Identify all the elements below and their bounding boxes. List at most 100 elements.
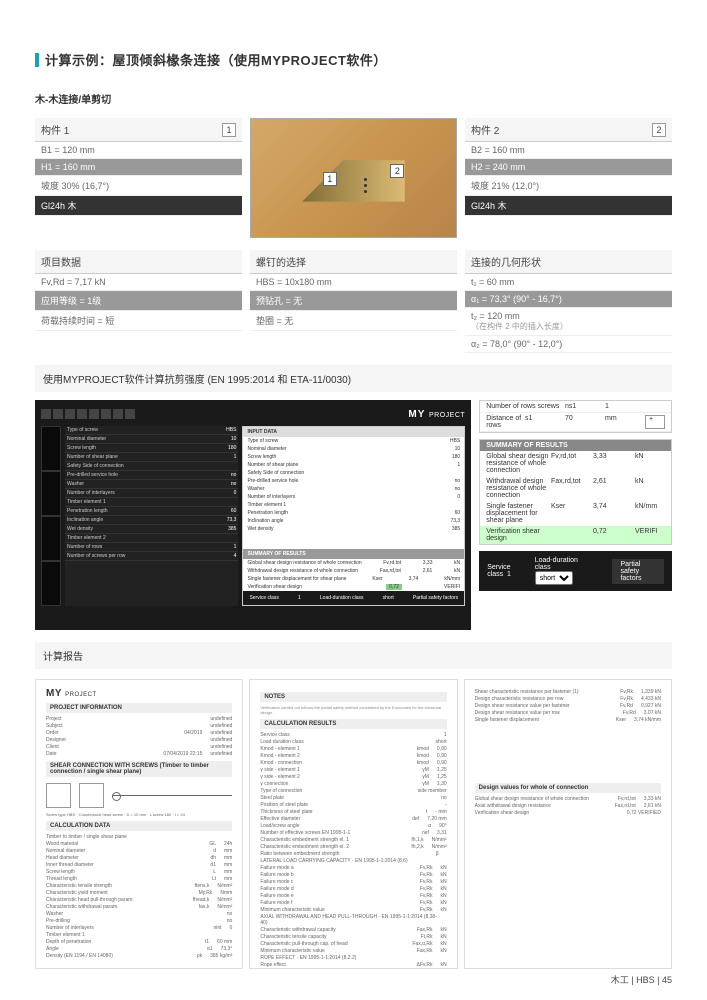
screw-header: 螺钉的选择: [250, 250, 457, 274]
geometry-header: 连接的几何形状: [465, 250, 672, 274]
report-row: Service class1: [260, 731, 446, 738]
report-row: Failure mode eFv,RkkN: [260, 892, 446, 899]
data-row: α₂ = 78,0° (90° - 12,0°): [465, 336, 672, 353]
rp2-sect2: CALCULATION RESULTS: [260, 719, 446, 729]
report-row: Subjectundefined: [46, 722, 232, 729]
report-page-3: Shear characteristic resistance per fast…: [464, 679, 672, 969]
report-row: Clientundefined: [46, 743, 232, 750]
page-subtitle: 木-木连接/单剪切: [0, 69, 707, 106]
data-row: 坡度 21% (12,0°): [465, 176, 672, 196]
report-row: Wood materialGL24h: [46, 840, 232, 847]
member1-header: 构件 1 1: [35, 118, 242, 142]
report-row: Design characteristic resistance per row…: [475, 695, 661, 702]
geometry-col: 连接的几何形状 t₁ = 60 mmα₁ = 73,3° (90° - 16,7…: [465, 250, 672, 353]
report-row: Screw lengthLmm: [46, 868, 232, 875]
data-row: HBS = 10x180 mm: [250, 274, 457, 291]
report-row: Ratio between embedment strengthβ: [260, 850, 446, 857]
report-row: Thickness of steel platet- mm: [260, 808, 446, 815]
inner-summary-head: SUMMARY OF RESULTS: [243, 549, 464, 559]
report-row: Characteristic yield momentMy,RkNmm: [46, 889, 232, 896]
report-row: Characteristic embedment strength el. 2f…: [260, 843, 446, 850]
member1-index: 1: [222, 123, 236, 137]
member1-title: 构件 1: [41, 122, 69, 137]
inner-results-panel: INPUT DATA Type of screwHBSNominal diame…: [242, 426, 465, 606]
geometry-title: 连接的几何形状: [471, 254, 541, 269]
member2-header: 构件 2 2: [465, 118, 672, 142]
report-row: Kmod - element 1kmod0,90: [260, 745, 446, 752]
rows-table: Number of rows screws ns11 Distance of r…: [479, 400, 672, 433]
data-row: 坡度 30% (16,7°): [35, 176, 242, 196]
report-row: Number of effective screws EN 1995-1-1ne…: [260, 829, 446, 836]
joint-image: 1 2: [250, 118, 457, 238]
report-row: Characteristic withdrawal param.fax,kN/m…: [46, 903, 232, 910]
top-grid: 构件 1 1 B1 = 120 mmH1 = 160 mm坡度 30% (16,…: [0, 106, 707, 238]
data-row: Gl24h 木: [465, 196, 672, 216]
report-header: 计算报告: [35, 642, 672, 669]
report-row: Order04/2019undefined: [46, 729, 232, 736]
software-logo: MY PROJECT: [408, 409, 465, 420]
report-row: Density (EN 1194 / EN 14080)ρk385 kg/m³: [46, 952, 232, 959]
data-row: Gl24h 木: [35, 196, 242, 216]
report-row: AXIAL WITHDRAWAL AND HEAD PULL-THROUGH ·…: [260, 913, 446, 926]
member1-col: 构件 1 1 B1 = 120 mmH1 = 160 mm坡度 30% (16,…: [35, 118, 242, 238]
data-row: 垫圈 = 无: [250, 311, 457, 331]
report-row: Failure mode fFv,RkkN: [260, 899, 446, 906]
result-row: Single fastener displacement for shear p…: [480, 501, 671, 526]
meta-bar: Service class 1 Load-duration class shor…: [479, 551, 672, 591]
report-row: ROPE EFFECT · EN 1995-1-1:2014 (8.2.2): [260, 954, 446, 961]
report-row: Effective diameterdef7,20 mm: [260, 815, 446, 822]
dist-label: Distance of rows: [486, 415, 525, 429]
report-row: Characteristic tensile strengthftens,kN/…: [46, 882, 232, 889]
inner-bottom-bar: Service class1 Load-duration classshort …: [243, 591, 464, 605]
page-footer: 木工 | HBS | 45: [611, 973, 672, 986]
result-row: Global shear design resistance of whole …: [480, 451, 671, 476]
results-column: Number of rows screws ns11 Distance of r…: [479, 400, 672, 630]
report-row: Projectundefined: [46, 715, 232, 722]
shear-calc-header: 使用MYPROJECT软件计算抗剪强度 (EN 1995:2014 和 ETA-…: [35, 365, 672, 392]
report-row: Type of connectionside member: [260, 787, 446, 794]
data-row: α₁ = 73,3° (90° - 16,7°): [465, 291, 672, 308]
data-row: 应用等级 = 1级: [35, 291, 242, 311]
report-row: Washerno: [46, 910, 232, 917]
nrows-label: Number of rows screws: [486, 403, 559, 410]
report-row: Characteristic tensile capacityFt,RkkN: [260, 933, 446, 940]
member2-index: 2: [652, 123, 666, 137]
screw-title: 螺钉的选择: [256, 254, 306, 269]
data-row: H1 = 160 mm: [35, 159, 242, 176]
report-row: Failure mode dFv,RkkN: [260, 885, 446, 892]
rp1-sect2: SHEAR CONNECTION WITH SCREWS (Timber to …: [46, 761, 232, 777]
report-row: LATERAL LOAD CARRYING CAPACITY · EN 1995…: [260, 857, 446, 864]
report-row: Minimum characteristic valueFax,RkkN: [260, 947, 446, 954]
data-row: H2 = 240 mm: [465, 159, 672, 176]
data-row: 荷载持续时间 = 短: [35, 311, 242, 331]
report-row: Timber element 1: [46, 931, 232, 938]
report-page-1: MY PROJECT PROJECT INFORMATION Projectun…: [35, 679, 243, 969]
report-pages: MY PROJECT PROJECT INFORMATION Projectun…: [0, 669, 707, 969]
report-row: Axial withdrawal design resistanceFax,rd…: [475, 802, 661, 809]
report-row: Design shear resistance value per fasten…: [475, 702, 661, 709]
report-row: Number of interlayersnint0: [46, 924, 232, 931]
duration-select[interactable]: short: [535, 571, 573, 585]
report-row: γ side - element 2γM1,25: [260, 773, 446, 780]
software-screenshot: MY PROJECT Type of screwHBSNominal diame…: [35, 400, 471, 630]
report-row: γ connectionγM1,30: [260, 780, 446, 787]
result-row: Withdrawal design resistance of whole co…: [480, 476, 671, 501]
report-row: Thread lengthLtmm: [46, 875, 232, 882]
report-row: Rope effect limitedΔFv,RkkN: [260, 968, 446, 969]
report-row: Global shear design resistance of whole …: [475, 795, 661, 802]
data-row: t₂ = 120 mm（在构件 2 中的插入长度）: [465, 308, 672, 336]
data-grid: 项目数据 Fv,Rd = 7,17 kN应用等级 = 1级荷载持续时间 = 短 …: [0, 238, 707, 353]
report-row: Nominal diameterdmm: [46, 847, 232, 854]
screw-col: 螺钉的选择 HBS = 10x180 mm预钻孔 = 无垫圈 = 无: [250, 250, 457, 353]
report-page-2: NOTES Verification carried out follows t…: [249, 679, 457, 969]
report-row: Characteristic withdrawal capacityFax,Rk…: [260, 926, 446, 933]
report-row: Designerundefined: [46, 736, 232, 743]
data-row: 预钻孔 = 无: [250, 291, 457, 311]
svc-class-value: 1: [507, 571, 511, 578]
report-row: Head diameterdhmm: [46, 854, 232, 861]
add-row-button[interactable]: +: [645, 415, 665, 429]
psf-button[interactable]: Partial safety factors: [612, 559, 664, 584]
report-row: Failure mode bFv,RkkN: [260, 871, 446, 878]
data-row: B2 = 160 mm: [465, 142, 672, 159]
report-row: Characteristic head pull-through param.f…: [46, 896, 232, 903]
